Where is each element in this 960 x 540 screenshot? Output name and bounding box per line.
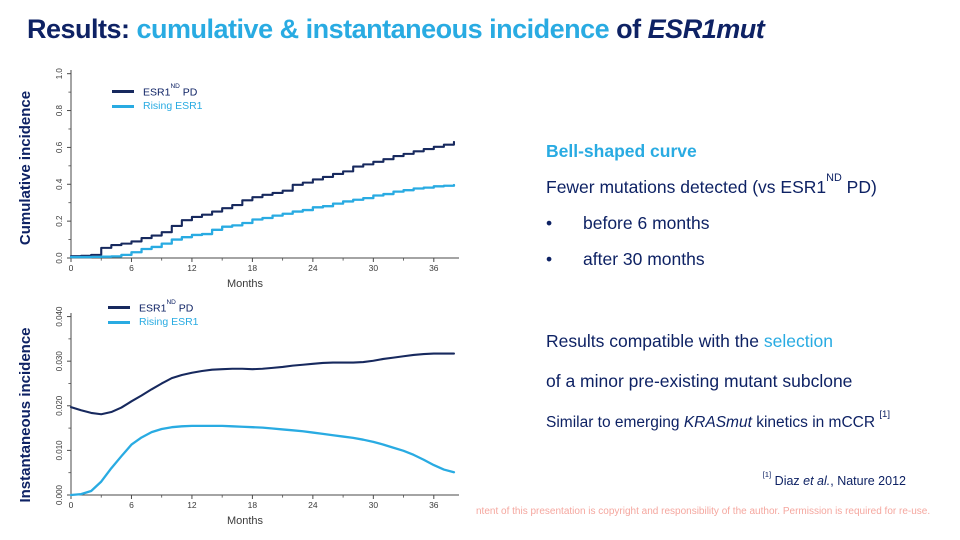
legend-label: Rising ESR1 bbox=[139, 316, 199, 328]
y-tick-label: 0.8 bbox=[55, 104, 64, 116]
legend-label: ESR1ND PD bbox=[139, 299, 194, 315]
x-tick-label: 30 bbox=[369, 263, 379, 273]
cyan-line-swatch bbox=[108, 321, 130, 324]
x-axis-label: Months bbox=[227, 515, 264, 527]
y-tick-label: 0.6 bbox=[55, 141, 64, 153]
series-line-esr1nd-pd bbox=[69, 352, 456, 416]
y-tick-label: 0.040 bbox=[55, 306, 64, 327]
subclone-line: of a minor pre-existing mutant subclone bbox=[546, 371, 853, 391]
instantaneous-chart-legend: ESR1ND PD Rising ESR1 bbox=[108, 299, 199, 330]
instantaneous-y-axis-label: Instantaneous incidence bbox=[17, 327, 34, 503]
x-axis-label: Months bbox=[227, 278, 264, 290]
title-of: of bbox=[609, 14, 648, 44]
legend-label: Rising ESR1 bbox=[143, 100, 203, 112]
selection-conclusion-block: Results compatible with the selection of… bbox=[546, 331, 956, 432]
legend-item-rising-esr1: Rising ESR1 bbox=[108, 315, 199, 330]
legend-item-esr1nd: ESR1ND PD bbox=[108, 299, 199, 315]
x-tick-label: 24 bbox=[308, 263, 318, 273]
navy-line-swatch bbox=[108, 306, 130, 309]
series-line-rising-esr1 bbox=[69, 183, 456, 259]
y-tick-label: 0.000 bbox=[55, 484, 64, 505]
instantaneous-incidence-chart: 0 6 12 18 24 30 36 0.000 0.010 0.020 0.030 0.040 Mon… bbox=[55, 306, 459, 527]
y-tick-label: 0.030 bbox=[55, 351, 64, 372]
y-tick-label: 0.4 bbox=[55, 178, 64, 190]
bell-shaped-curve-block: Bell-shaped curve Fewer mutations detect… bbox=[546, 141, 946, 270]
x-tick-label: 18 bbox=[248, 500, 258, 510]
reference-citation: [1] Diaz et al., Nature 2012 bbox=[762, 469, 906, 489]
x-tick-label: 12 bbox=[187, 500, 197, 510]
cyan-line-swatch bbox=[112, 105, 134, 108]
y-tick-label: 0.0 bbox=[55, 252, 64, 264]
results-compatible-line: Results compatible with the selection bbox=[546, 331, 833, 351]
x-tick-label: 18 bbox=[248, 263, 258, 273]
x-tick-label: 36 bbox=[429, 500, 439, 510]
y-tick-label: 0.020 bbox=[55, 395, 64, 416]
y-tick-label: 0.010 bbox=[55, 440, 64, 461]
title-results: Results: bbox=[27, 14, 137, 44]
legend-label: ESR1ND PD bbox=[143, 83, 198, 99]
citation-marker: [1] bbox=[879, 408, 891, 420]
krasmut-italic: KRASmut bbox=[683, 414, 752, 432]
title-esr1mut: ESR1mut bbox=[647, 14, 765, 44]
bullet-text: before 6 months bbox=[583, 213, 710, 233]
bell-shaped-heading: Bell-shaped curve bbox=[546, 141, 697, 161]
bullet-before-6-months: • before 6 months bbox=[546, 213, 946, 234]
x-tick-label: 6 bbox=[129, 263, 134, 273]
series-line-rising-esr1 bbox=[69, 424, 456, 497]
y-tick-label: 0.2 bbox=[55, 215, 64, 227]
x-tick-label: 36 bbox=[429, 263, 439, 273]
selection-highlight: selection bbox=[763, 331, 833, 351]
x-tick-label: 30 bbox=[369, 500, 379, 510]
x-tick-label: 24 bbox=[308, 500, 318, 510]
legend-item-esr1nd: ESR1ND PD bbox=[112, 83, 203, 99]
y-tick-label: 1.0 bbox=[55, 68, 64, 80]
bullet-text: after 30 months bbox=[583, 249, 705, 269]
x-tick-label: 12 bbox=[187, 263, 197, 273]
copyright-watermark: ntent of this presentation is copyright … bbox=[476, 506, 931, 517]
series-line-esr1nd-pd bbox=[69, 140, 456, 258]
x-tick-label: 0 bbox=[69, 500, 74, 510]
bullet-after-30-months: • after 30 months bbox=[546, 249, 946, 270]
cumulative-y-axis-label: Cumulative incidence bbox=[17, 90, 34, 246]
title-accent: cumulative & instantaneous incidence bbox=[136, 14, 610, 44]
cumulative-incidence-chart: 0 6 12 18 24 30 36 0.0 0.2 0.4 0.6 0.8 1.0 Months bbox=[55, 68, 459, 290]
et-al-italic: et al. bbox=[803, 474, 831, 489]
bullet-marker: • bbox=[546, 213, 553, 233]
krasmut-line: Similar to emerging KRASmut kinetics in … bbox=[546, 408, 891, 432]
page-title: Results: cumulative & instantaneous inci… bbox=[27, 14, 765, 45]
bullet-marker: • bbox=[546, 249, 553, 269]
x-tick-label: 0 bbox=[69, 263, 74, 273]
legend-item-rising-esr1: Rising ESR1 bbox=[112, 99, 203, 114]
cumulative-chart-legend: ESR1ND PD Rising ESR1 bbox=[112, 83, 203, 114]
fewer-mutations-line: Fewer mutations detected (vs ESR1ND PD) bbox=[546, 172, 877, 197]
x-tick-label: 6 bbox=[129, 500, 134, 510]
navy-line-swatch bbox=[112, 90, 134, 93]
